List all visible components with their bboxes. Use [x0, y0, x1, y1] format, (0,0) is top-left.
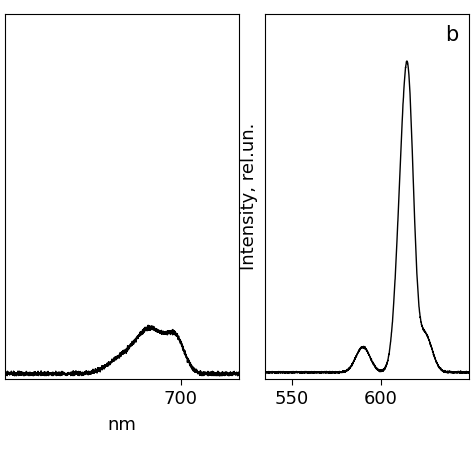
Y-axis label: Intensity, rel.un.: Intensity, rel.un.: [240, 123, 258, 270]
X-axis label: nm: nm: [108, 416, 137, 434]
Text: b: b: [445, 25, 458, 45]
